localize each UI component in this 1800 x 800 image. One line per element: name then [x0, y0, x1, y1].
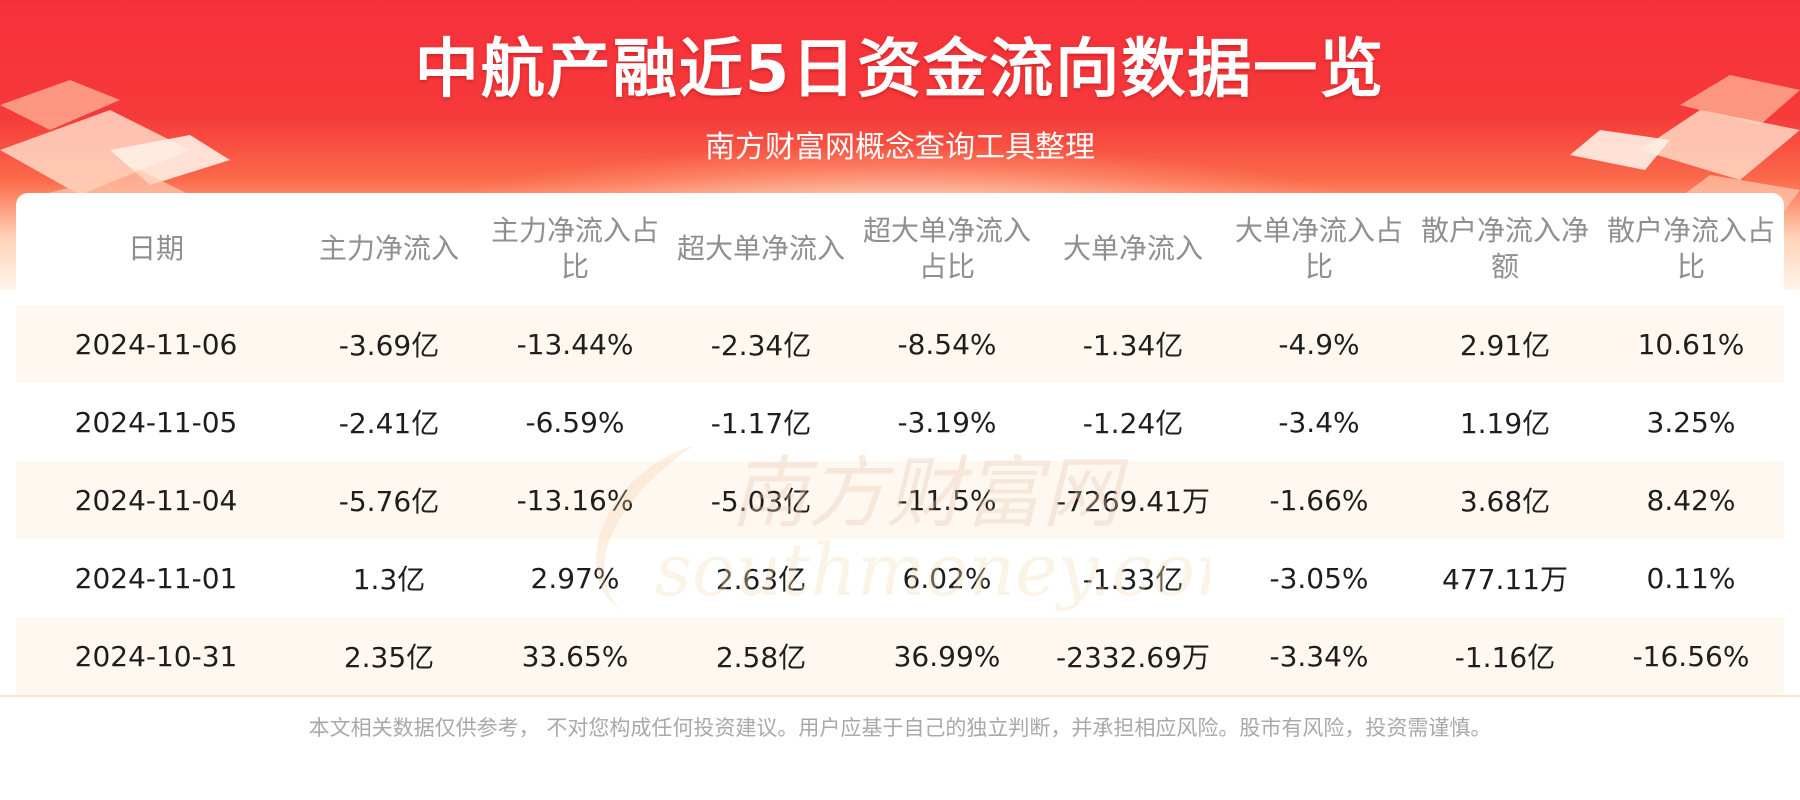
cell-retail-net-inflow-ratio: 10.61% [1637, 327, 1745, 361]
column-header-super-large-net-inflow-ratio: 超大单净流入占比 [862, 214, 1031, 283]
cell-super-large-net-inflow: -5.03亿 [710, 485, 812, 518]
column-header-main-net-inflow-ratio: 主力净流入占比 [490, 214, 659, 283]
column-header-large-net-inflow-ratio: 大单净流入占比 [1234, 214, 1403, 283]
cell-super-large-net-inflow-ratio: -11.5% [897, 483, 997, 517]
cell-main-net-inflow-ratio: 33.65% [521, 639, 629, 673]
table-row: 2024-10-31 2.35亿 33.65% 2.58亿 36.99% -23… [16, 617, 1784, 695]
cell-retail-net-inflow-ratio: -16.56% [1632, 639, 1750, 673]
cell-super-large-net-inflow-ratio: -8.54% [897, 327, 997, 361]
cell-main-net-inflow: -2.41亿 [338, 407, 440, 440]
cell-large-net-inflow-ratio: -1.66% [1269, 483, 1369, 517]
column-header-large-net-inflow: 大单净流入 [1062, 232, 1203, 265]
table-row: 2024-11-01 1.3亿 2.97% 2.63亿 6.02% -1.33亿… [16, 539, 1784, 617]
cell-super-large-net-inflow: -2.34亿 [710, 329, 812, 362]
cell-super-large-net-inflow-ratio: 36.99% [893, 639, 1001, 673]
cell-super-large-net-inflow: -1.17亿 [710, 407, 812, 440]
cell-super-large-net-inflow: 2.63亿 [715, 563, 807, 596]
cell-super-large-net-inflow-ratio: -3.19% [897, 405, 997, 439]
cell-retail-net-inflow-ratio: 0.11% [1646, 561, 1736, 595]
cell-large-net-inflow-ratio: -4.9% [1278, 327, 1360, 361]
cell-super-large-net-inflow-ratio: 6.02% [902, 561, 992, 595]
cell-date: 2024-11-05 [74, 405, 238, 439]
table-header: 日期 主力净流入 主力净流入占比 超大单净流入 超大单净流入占比 大单净流入 大… [16, 193, 1784, 305]
cell-main-net-inflow: -3.69亿 [338, 329, 440, 362]
cell-date: 2024-11-06 [74, 327, 238, 361]
cell-main-net-inflow-ratio: -6.59% [525, 405, 625, 439]
cell-retail-net-inflow: -1.16亿 [1454, 641, 1556, 674]
cell-date: 2024-10-31 [74, 639, 238, 673]
cell-large-net-inflow-ratio: -3.4% [1278, 405, 1360, 439]
column-header-main-net-inflow: 主力净流入 [318, 232, 459, 265]
page-subtitle: 南方财富网概念查询工具整理 [705, 130, 1095, 165]
cell-retail-net-inflow-ratio: 3.25% [1646, 405, 1736, 439]
cell-main-net-inflow-ratio: 2.97% [530, 561, 620, 595]
cell-large-net-inflow: -7269.41万 [1056, 485, 1210, 518]
cell-retail-net-inflow: 477.11万 [1442, 563, 1568, 596]
cell-retail-net-inflow-ratio: 8.42% [1646, 483, 1736, 517]
cell-large-net-inflow-ratio: -3.34% [1269, 639, 1369, 673]
page-title: 中航产融近5日资金流向数据一览 [414, 33, 1386, 107]
cell-main-net-inflow: 2.35亿 [343, 641, 435, 674]
disclaimer-text: 本文相关数据仅供参考， 不对您构成任何投资建议。用户应基于自己的独立判断，并承担… [308, 716, 1492, 740]
cell-large-net-inflow: -2332.69万 [1056, 641, 1210, 674]
cell-main-net-inflow-ratio: -13.44% [516, 327, 634, 361]
cell-main-net-inflow: 1.3亿 [352, 563, 426, 596]
cell-large-net-inflow-ratio: -3.05% [1269, 561, 1369, 595]
table-row: 2024-11-05 -2.41亿 -6.59% -1.17亿 -3.19% -… [16, 383, 1784, 461]
table-card [16, 193, 1784, 697]
table-row: 2024-11-04 -5.76亿 -13.16% -5.03亿 -11.5% … [16, 461, 1784, 539]
cell-large-net-inflow: -1.24亿 [1082, 407, 1184, 440]
cell-retail-net-inflow: 3.68亿 [1459, 485, 1551, 518]
fund-flow-table: 日期 主力净流入 主力净流入占比 超大单净流入 超大单净流入占比 大单净流入 大… [16, 193, 1784, 695]
table-row: 2024-11-06 -3.69亿 -13.44% -2.34亿 -8.54% … [16, 305, 1784, 383]
cell-main-net-inflow: -5.76亿 [338, 485, 440, 518]
column-header-date: 日期 [127, 232, 184, 265]
column-header-retail-net-inflow: 散户净流入净额 [1420, 214, 1589, 283]
column-header-retail-net-inflow-ratio: 散户净流入占比 [1606, 214, 1775, 283]
cell-retail-net-inflow: 1.19亿 [1459, 407, 1551, 440]
cell-large-net-inflow: -1.33亿 [1082, 563, 1184, 596]
cell-date: 2024-11-01 [74, 561, 238, 595]
divider [0, 695, 1800, 697]
cell-main-net-inflow-ratio: -13.16% [516, 483, 634, 517]
cell-retail-net-inflow: 2.91亿 [1459, 329, 1551, 362]
cell-date: 2024-11-04 [74, 483, 238, 517]
cell-large-net-inflow: -1.34亿 [1082, 329, 1184, 362]
column-header-super-large-net-inflow: 超大单净流入 [676, 232, 845, 265]
cell-super-large-net-inflow: 2.58亿 [715, 641, 807, 674]
